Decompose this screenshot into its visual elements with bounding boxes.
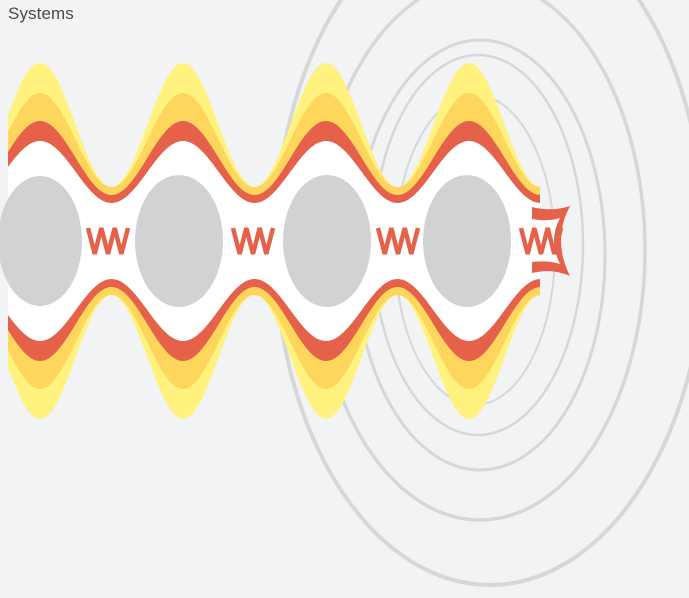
grey-ellipse [423, 175, 511, 307]
zigzag-spark [85, 227, 131, 255]
grey-ellipse [0, 176, 82, 306]
grey-ellipses [0, 175, 511, 307]
core-gap [8, 141, 540, 341]
zigzag-spark [230, 227, 276, 255]
grey-ellipse [135, 175, 223, 307]
zigzag-spark [518, 227, 564, 255]
grey-ellipse [283, 175, 371, 307]
page-title: Systems [8, 4, 74, 23]
wave-bands [8, 63, 540, 419]
zigzag-sparks [85, 227, 564, 255]
zigzag-spark [375, 227, 421, 255]
